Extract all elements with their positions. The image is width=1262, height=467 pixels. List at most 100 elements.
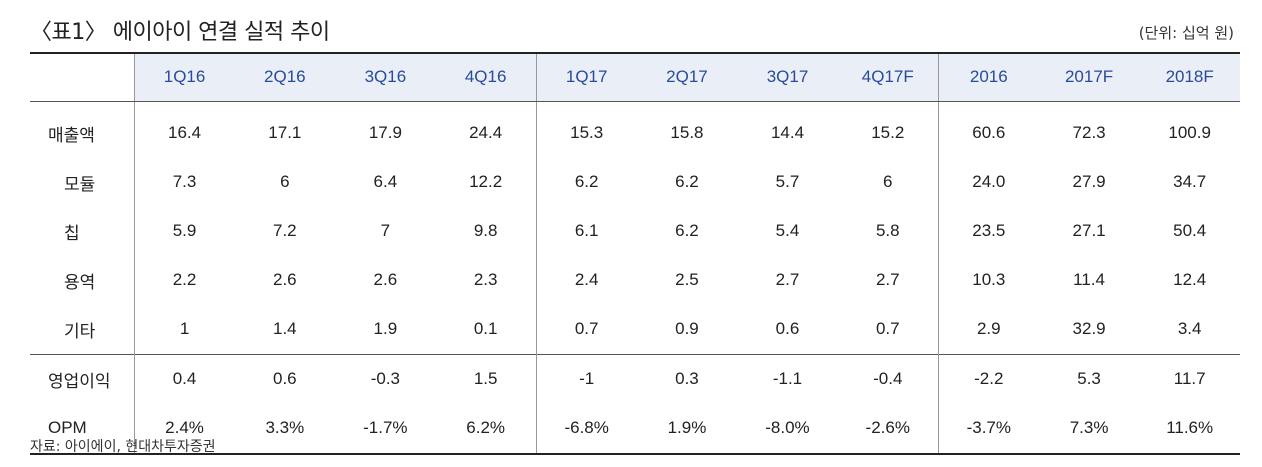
row-label: 용역 [64, 272, 96, 292]
table-row: 칩 5.9 7.2 7 9.8 6.1 6.2 5.4 5.8 23.5 27.… [30, 206, 1240, 256]
table-cell: -2.2 [937, 353, 1039, 404]
table-cell: 6.4 [373, 172, 398, 191]
table-cell: -2.6% [837, 403, 939, 455]
row-label: 칩 [64, 223, 80, 243]
earnings-table: 1Q16 2Q16 3Q16 4Q16 1Q17 2Q17 3Q17 4Q17F… [30, 52, 1240, 455]
table-cell: 6 [883, 172, 893, 191]
table-cell: 12.4 [1173, 270, 1207, 289]
table-cell: 6 [280, 172, 290, 191]
table-cell: 17.1 [268, 123, 302, 142]
table-cell: 5.3 [1038, 353, 1140, 404]
table-cell: -6.8% [535, 403, 637, 455]
table-row: 기타 1 1.4 1.9 0.1 0.7 0.9 0.6 0.7 2.9 32.… [30, 304, 1240, 354]
table-cell: 5.4 [775, 221, 800, 240]
unit-note: (단위: 십억 원) [1138, 24, 1234, 42]
table-cell: 6.2% [435, 403, 537, 455]
table-cell: -1 [535, 353, 637, 404]
table-row: OPM 2.4% 3.3% -1.7% 6.2% -6.8% 1.9% -8.0… [30, 403, 1240, 455]
table-cell: 2.2 [133, 255, 235, 305]
row-label: 영업이익 [30, 353, 135, 404]
table-cell: 6.1 [535, 206, 637, 256]
table-cell: 5.9 [133, 206, 235, 256]
table-cell: 1.5 [435, 353, 537, 404]
table-cell: 7.3 [133, 157, 235, 207]
table-cell: -8.0% [737, 403, 838, 455]
column-header: 4Q17F [837, 52, 939, 102]
column-header: 3Q17 [737, 52, 838, 102]
table-cell: 100.9 [1168, 123, 1211, 142]
table-cell: 34.7 [1173, 172, 1207, 191]
table-cell: 0.7 [875, 319, 900, 338]
header-corner [30, 52, 135, 102]
table-cell: 1.9 [373, 319, 398, 338]
table-cell: 0.4 [133, 353, 235, 404]
column-header: 1Q17 [535, 52, 637, 102]
table-cell: 6.2 [675, 172, 699, 191]
table-row: 매출액 16.4 17.1 17.9 24.4 15.3 15.8 14.4 1… [30, 101, 1240, 158]
table-cell: 12.2 [469, 172, 503, 191]
table-cell: 10.3 [937, 255, 1039, 305]
column-header: 2Q17 [636, 52, 738, 102]
table-cell: 15.2 [871, 123, 905, 142]
column-header: 2017F [1038, 52, 1140, 102]
header-row: 1Q16 2Q16 3Q16 4Q16 1Q17 2Q17 3Q17 4Q17F… [30, 52, 1240, 102]
table-cell: 2.5 [675, 270, 699, 289]
table-cell: 5.8 [875, 221, 900, 240]
earnings-table-container: 1Q16 2Q16 3Q16 4Q16 1Q17 2Q17 3Q17 4Q17F… [30, 52, 1240, 455]
table-cell: -3.7% [937, 403, 1039, 455]
table-cell: 11.6% [1139, 403, 1240, 455]
table-cell: 3.4 [1177, 319, 1202, 338]
table-cell: 2.6 [273, 270, 297, 289]
table-cell: 23.5 [937, 206, 1039, 256]
table-cell: 15.8 [670, 123, 704, 142]
table-cell: 14.4 [770, 123, 805, 142]
source-note: 자료: 아이에이, 현대차투자증권 [30, 439, 216, 455]
table-cell: 2.4% [133, 403, 235, 455]
table-cell: 32.9 [1072, 319, 1106, 338]
table-cell: 9.8 [473, 221, 498, 240]
column-header: 2018F [1139, 52, 1240, 102]
table-cell: 3.3% [234, 403, 336, 455]
table-cell: 72.3 [1072, 123, 1106, 142]
table-cell: -0.3 [335, 353, 436, 404]
table-cell: 17.9 [368, 123, 402, 142]
column-header: 1Q16 [133, 52, 235, 102]
table-cell: 27.1 [1072, 221, 1106, 240]
table-cell: 0.6 [775, 319, 800, 338]
table-cell: 2.7 [775, 270, 800, 289]
table-row: 용역 2.2 2.6 2.6 2.3 2.4 2.5 2.7 2.7 10.3 … [30, 255, 1240, 305]
table-cell: 16.4 [133, 101, 235, 158]
table-cell: 5.7 [775, 172, 800, 191]
table-cell: 7.3% [1038, 403, 1140, 455]
table-cell: 0.7 [535, 304, 637, 354]
column-header: 4Q16 [435, 52, 537, 102]
table-cell: 11.4 [1073, 270, 1105, 289]
table-cell: -0.4 [837, 353, 939, 404]
table-cell: 1 [133, 304, 235, 354]
table-cell: 15.3 [535, 101, 637, 158]
row-label: OPM [30, 403, 135, 455]
table-cell: 0.1 [473, 319, 498, 338]
table-cell: 2.4 [535, 255, 637, 305]
column-header: 2Q16 [234, 52, 336, 102]
table-cell: 27.9 [1072, 172, 1106, 191]
table-cell: 24.4 [469, 123, 503, 142]
table-cell: 0.9 [675, 319, 699, 338]
row-label: 모듈 [64, 174, 96, 194]
table-cell: 6.2 [675, 221, 699, 240]
column-header: 3Q16 [335, 52, 436, 102]
table-cell: 2.6 [373, 270, 398, 289]
row-label: 기타 [64, 321, 96, 341]
table-cell: 2.3 [473, 270, 498, 289]
table-cell: 7 [380, 221, 391, 240]
table-cell: 60.6 [937, 101, 1039, 158]
table-cell: 7.2 [273, 221, 297, 240]
table-cell: 0.3 [636, 353, 738, 404]
table-cell: 6.2 [535, 157, 637, 207]
table-cell: -1.1 [737, 353, 838, 404]
table-row: 모듈 7.3 6 6.4 12.2 6.2 6.2 5.7 6 24.0 27.… [30, 157, 1240, 207]
table-cell: -1.7% [335, 403, 436, 455]
table-row: 영업이익 0.4 0.6 -0.3 1.5 -1 0.3 -1.1 -0.4 -… [30, 353, 1240, 404]
column-header: 2016 [937, 52, 1039, 102]
table-cell: 0.6 [234, 353, 336, 404]
